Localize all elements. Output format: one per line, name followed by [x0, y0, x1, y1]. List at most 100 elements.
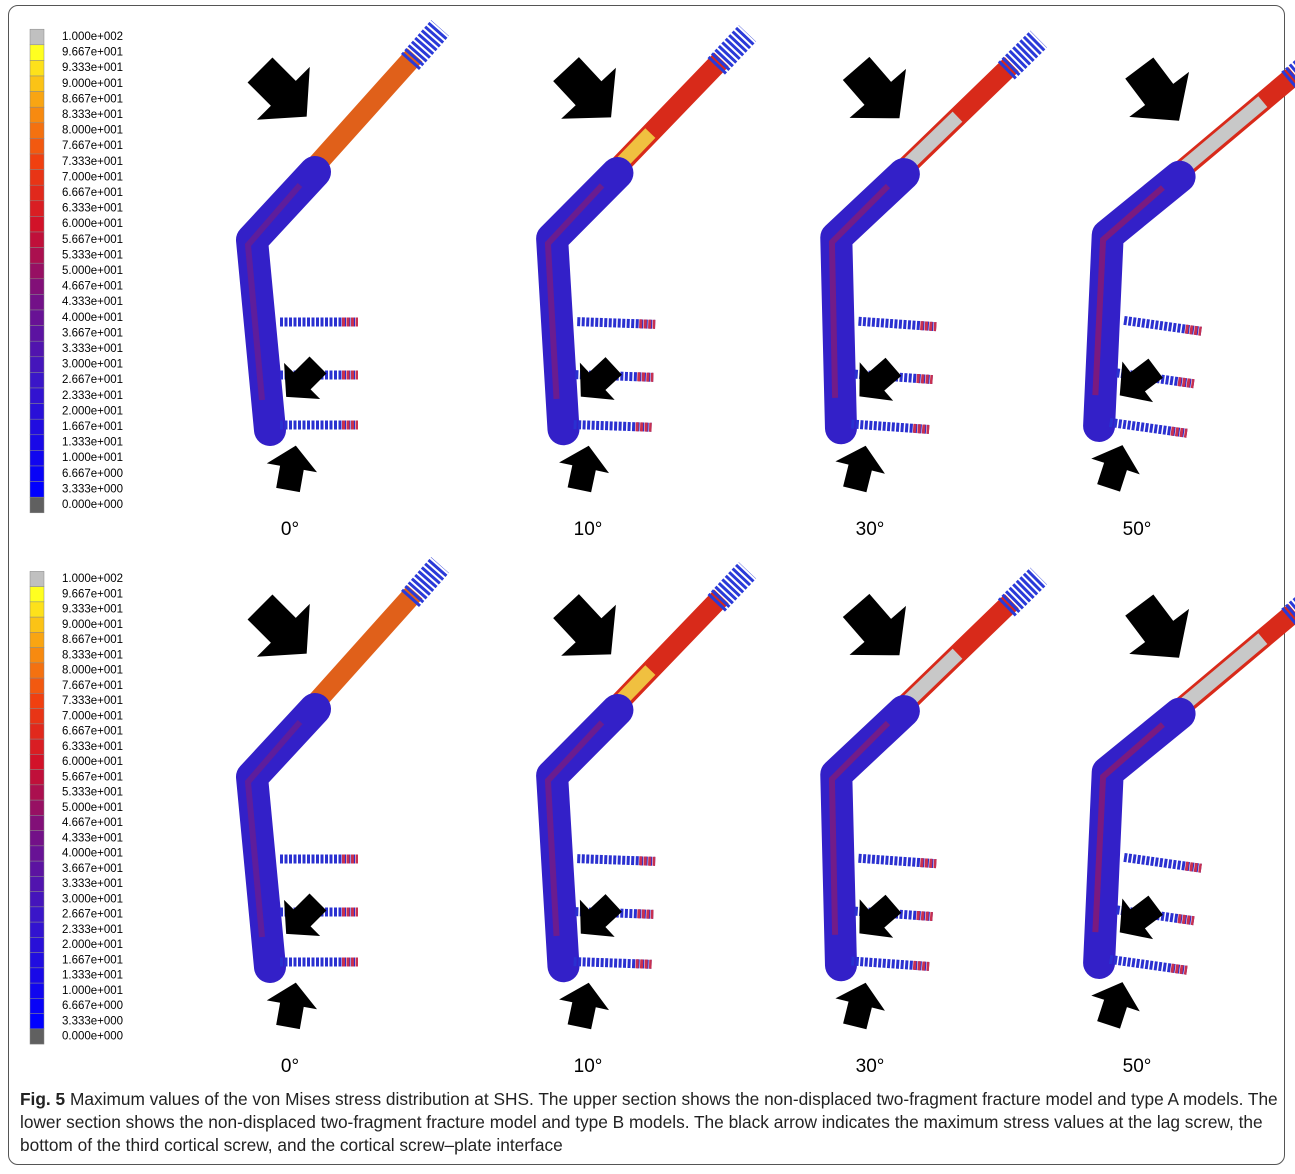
legend-swatch	[30, 154, 44, 170]
legend-label: 7.667e+001	[62, 140, 123, 152]
legend-swatch	[30, 60, 44, 76]
legend-label: 2.000e+001	[62, 939, 123, 951]
arrow	[828, 581, 928, 680]
legend-swatch	[30, 907, 44, 922]
legend-swatch	[30, 892, 44, 907]
legend-swatch	[30, 92, 44, 108]
legend-swatch	[30, 357, 44, 373]
lag-screw-thread	[716, 32, 747, 67]
legend-label: 9.333e+001	[62, 62, 123, 74]
legend-label: 1.333e+001	[62, 970, 123, 982]
caption: Fig. 5 Maximum values of the von Mises s…	[20, 1088, 1278, 1157]
page: {"legend_labels": ["1.000e+002", "9.667e…	[0, 0, 1295, 1174]
legend-label: 1.000e+001	[62, 985, 123, 997]
legend-swatch	[30, 846, 44, 861]
legend-swatch	[30, 435, 44, 451]
legend-label: 8.000e+001	[62, 125, 123, 137]
arrow	[234, 581, 334, 681]
legend-label: 1.667e+001	[62, 421, 123, 433]
legend-label: 3.000e+001	[62, 359, 123, 371]
legend-swatch	[30, 170, 44, 186]
arrow	[828, 44, 928, 143]
legend-swatch	[30, 216, 44, 232]
legend-swatch	[30, 404, 44, 420]
legend-swatch	[30, 201, 44, 217]
legend-swatch	[30, 123, 44, 139]
legend-label: 1.000e+001	[62, 452, 123, 464]
legend-label: 2.667e+001	[62, 909, 123, 921]
lag-screw-thread	[1006, 574, 1038, 610]
legend-label: 2.333e+001	[62, 924, 123, 936]
legend-label: 6.667e+001	[62, 726, 123, 738]
arrow	[1084, 974, 1146, 1033]
legend-swatch	[30, 107, 44, 123]
legend-swatch	[30, 678, 44, 693]
legend-label: 9.000e+001	[62, 619, 123, 631]
legend-label: 3.333e+001	[62, 343, 123, 355]
lag-screw	[310, 592, 415, 709]
implant-model	[234, 565, 440, 1031]
legend-label: 4.000e+001	[62, 848, 123, 860]
legend-label: 5.333e+001	[62, 787, 123, 799]
legend-label: 7.667e+001	[62, 680, 123, 692]
legend-swatch	[30, 922, 44, 937]
legend-label: 8.667e+001	[62, 634, 123, 646]
legend-label: 9.667e+001	[62, 588, 123, 600]
legend-label: 3.667e+001	[62, 327, 123, 339]
legend-label: 1.333e+001	[62, 437, 123, 449]
legend-swatch	[30, 76, 44, 92]
cortical-screw	[851, 424, 929, 429]
cortical-screw	[574, 425, 652, 428]
legend-label: 4.667e+001	[62, 281, 123, 293]
arrow	[539, 581, 639, 680]
cortical-screw	[1124, 320, 1201, 331]
cortical-screw	[577, 859, 655, 862]
legend-swatch	[30, 466, 44, 482]
legend-swatch	[30, 587, 44, 602]
angle-label: 50°	[1123, 1056, 1152, 1077]
legend-label: 1.667e+001	[62, 954, 123, 966]
legend-label: 0.000e+000	[62, 499, 123, 511]
legend-label: 3.333e+000	[62, 483, 123, 495]
figure: 1.000e+002 9.667e+001 9.333e+001 9.000e+001…	[0, 0, 1295, 1085]
legend-swatch	[30, 800, 44, 815]
legend-label: 1.000e+002	[62, 573, 123, 585]
cortical-screw	[1110, 959, 1187, 970]
legend-label: 6.667e+001	[62, 187, 123, 199]
legend-label: 2.000e+001	[62, 405, 123, 417]
arrow	[554, 440, 613, 495]
arrow	[1109, 46, 1208, 144]
legend-label: 2.667e+001	[62, 374, 123, 386]
legend-label: 4.000e+001	[62, 312, 123, 324]
legend-swatch	[30, 388, 44, 404]
legend-swatch	[30, 1029, 44, 1044]
arrow	[554, 977, 613, 1032]
lag-screw-thread	[1006, 37, 1038, 73]
cortical-screw	[577, 322, 655, 325]
legend-label: 8.667e+001	[62, 93, 123, 105]
legend-label: 0.000e+000	[62, 1031, 123, 1043]
legend-swatch	[30, 341, 44, 357]
legend-swatch	[30, 419, 44, 435]
legend-label: 6.333e+001	[62, 203, 123, 215]
arrow	[1084, 437, 1146, 496]
caption-label: Fig. 5	[20, 1089, 65, 1109]
legend-swatch	[30, 450, 44, 466]
legend-swatch	[30, 709, 44, 724]
legend-swatch	[30, 279, 44, 295]
legend-swatch	[30, 602, 44, 617]
legend-label: 6.667e+000	[62, 1000, 123, 1012]
legend-label: 3.667e+001	[62, 863, 123, 875]
legend-label: 5.000e+001	[62, 265, 123, 277]
angle-label: 10°	[574, 519, 603, 540]
lag-screw-thread	[410, 565, 440, 599]
arrow	[830, 440, 890, 496]
legend-label: 7.333e+001	[62, 156, 123, 168]
legend-label: 4.333e+001	[62, 296, 123, 308]
legend-label: 1.000e+002	[62, 31, 123, 43]
legend-label: 7.333e+001	[62, 695, 123, 707]
legend-label: 6.333e+001	[62, 741, 123, 753]
legend-label: 9.667e+001	[62, 47, 123, 59]
legend-label: 7.000e+001	[62, 710, 123, 722]
implant-model	[800, 562, 1038, 1042]
